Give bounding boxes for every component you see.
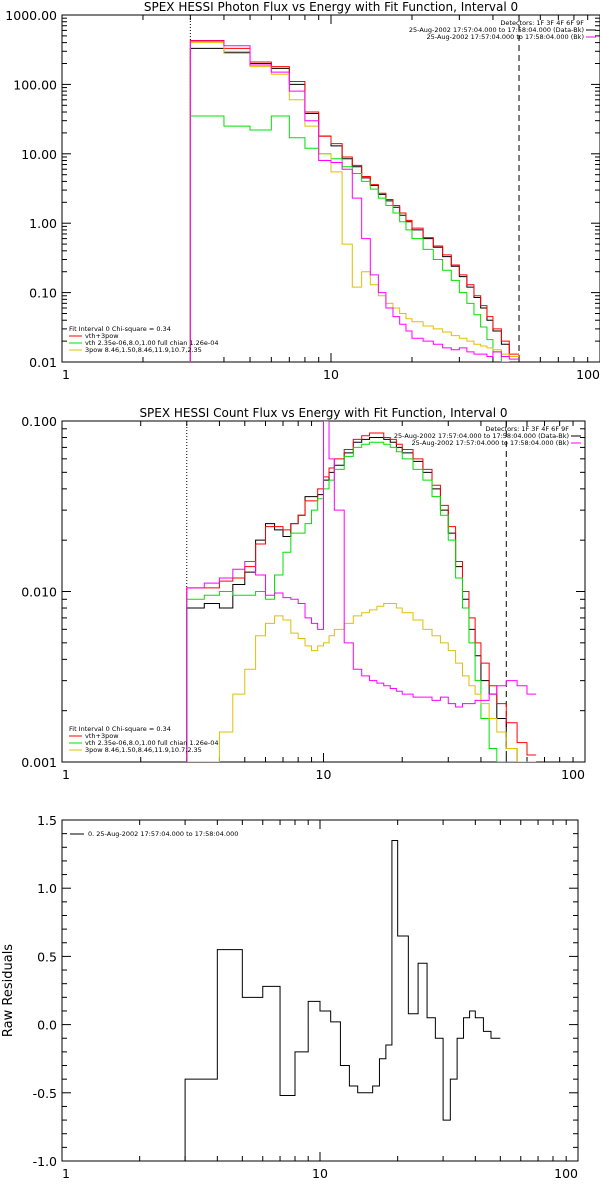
- count-ytick-label: 0.100: [21, 414, 57, 429]
- photon-ytick-label: 100.00: [13, 77, 57, 92]
- residuals-series-0-25-aug-2002-17-57-04-000-to-17-58-04-000: [184, 839, 501, 1161]
- photon-ytick-label: 0.10: [29, 286, 57, 301]
- photon-fit-text: vth+3pow: [85, 332, 119, 340]
- residuals-ytick-label: 0.0: [37, 1018, 57, 1033]
- count-xtick-label: 1: [62, 767, 70, 782]
- photon-ytick-label: 0.01: [29, 355, 57, 370]
- photon-fit-text: vth 2.35e-06,8.0,1.00 full chian 1.26e-0…: [85, 339, 219, 347]
- photon-series-vth: [189, 115, 510, 362]
- residuals-ylabel: Raw Residuals: [1, 944, 16, 1037]
- count-series-vth-3pow: [186, 432, 537, 762]
- photon-legend-text: 25-Aug-2002 17:57:04.000 to 17:58:04.000…: [427, 33, 584, 41]
- photon-fit-text: 3pow 8.46,1.50,8.46,11.9,10.7,2.35: [85, 346, 202, 354]
- photon-series-vth-3pow: [189, 39, 520, 362]
- count-legend-text: 25-Aug-2002 17:57:04.000 to 17:58:04.000…: [394, 432, 569, 440]
- residuals-legend-text: 0. 25-Aug-2002 17:57:04.000 to 17:58:04.…: [88, 830, 238, 838]
- count-series-bk: [186, 421, 537, 762]
- count-legend-text: Detectors: 1F 3F 4F 6F 9F: [485, 425, 569, 433]
- count-xtick-label: 10: [316, 767, 332, 782]
- count-fit-text: vth 2.35e-06,8.0,1.00 full chian 1.26e-0…: [85, 739, 219, 747]
- count-series-3pow: [186, 603, 537, 762]
- photon-xtick-label: 1: [62, 367, 70, 382]
- photon-series-bk: [189, 40, 520, 362]
- count-fit-text: 3pow 8.46,1.50,8.46,11.9,10.7,2.35: [85, 746, 202, 754]
- count-series-data-bk: [186, 437, 537, 762]
- residuals-ytick-label: -1.0: [33, 1154, 57, 1169]
- count-legend-text: 25-Aug-2002 17:57:04.000 to 17:58:04.000…: [412, 439, 569, 447]
- photon-ytick-label: 10.00: [21, 147, 57, 162]
- photon-title: SPEX HESSI Photon Flux vs Energy with Fi…: [144, 0, 518, 14]
- residuals-panel: 1 10 100 1.5 1.0 0.5 0.0 -0.5 -1.0 Raw Residuals 0…: [1, 813, 579, 1181]
- photon-ytick-label: 1.00: [29, 216, 57, 231]
- residuals-ytick-label: 0.5: [37, 949, 57, 964]
- photon-ytick-label: 1000.00: [5, 8, 57, 23]
- count-ytick-label: 0.001: [21, 755, 57, 770]
- photon-legend-text: 25-Aug-2002 17:57:04.000 to 17:58:04.000…: [409, 26, 584, 34]
- residuals-series-group: [184, 839, 501, 1161]
- residuals-ytick-label: -0.5: [33, 1086, 57, 1101]
- count-fit-text: vth+3pow: [85, 732, 119, 740]
- count-series-group: [186, 421, 537, 762]
- photon-xtick-label: 100: [576, 367, 600, 382]
- photon-series-3pow: [189, 42, 520, 362]
- count-xtick-label: 100: [561, 767, 585, 782]
- residuals-xtick-label: 1: [62, 1166, 70, 1181]
- residuals-xtick-label: 100: [554, 1166, 578, 1181]
- count-series-vth: [186, 441, 537, 762]
- photon-xtick-label: 10: [323, 367, 339, 382]
- count-panel: SPEX HESSI Count Flux vs Energy with Fit…: [21, 406, 586, 782]
- count-title: SPEX HESSI Count Flux vs Energy with Fit…: [139, 406, 507, 420]
- residuals-ytick-label: 1.0: [37, 881, 57, 896]
- photon-series-group: [189, 39, 520, 362]
- photon-series-data-bk: [189, 47, 520, 362]
- photon-legend-text: Detectors: 1F 3F 4F 6F 9F: [500, 19, 584, 27]
- photon-fit-text: Fit Interval 0 Chi-square = 0.34: [69, 325, 171, 333]
- residuals-frame: [61, 819, 579, 1162]
- residuals-ytick-label: 1.5: [37, 813, 57, 828]
- photon-panel: SPEX HESSI Photon Flux vs Energy with Fi…: [5, 0, 600, 382]
- count-fit-text: Fit Interval 0 Chi-square = 0.34: [69, 725, 171, 733]
- count-ytick-label: 0.010: [21, 585, 57, 600]
- residuals-xtick-label: 10: [312, 1166, 328, 1181]
